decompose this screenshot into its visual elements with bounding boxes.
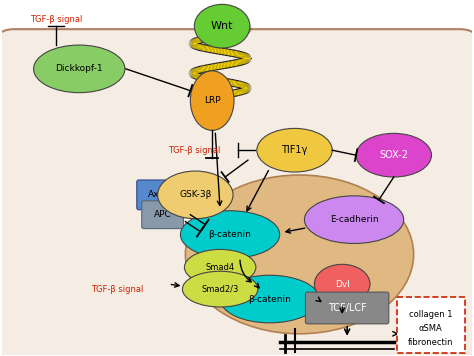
Text: TGF-β signal: TGF-β signal [30,15,82,24]
Text: E-cadherin: E-cadherin [330,215,378,224]
Text: collagen 1: collagen 1 [409,310,452,319]
Text: TCF/LCF: TCF/LCF [328,303,366,313]
Text: GSK-3β: GSK-3β [179,190,211,199]
Text: Wnt: Wnt [211,21,233,31]
Text: SOX-2: SOX-2 [379,150,408,160]
Text: fibronectin: fibronectin [408,338,453,347]
Text: Axin: Axin [148,190,168,199]
Ellipse shape [220,275,319,323]
Ellipse shape [182,271,258,307]
Ellipse shape [181,211,280,258]
Ellipse shape [191,71,234,130]
Ellipse shape [314,264,370,304]
Text: APC: APC [154,210,172,219]
Text: TGF-β signal: TGF-β signal [169,146,221,155]
Text: Smad2/3: Smad2/3 [201,285,239,294]
Text: β-catenin: β-catenin [209,230,252,239]
Ellipse shape [34,45,125,93]
Ellipse shape [356,134,431,177]
Text: TIF1γ: TIF1γ [282,145,308,155]
FancyBboxPatch shape [142,201,183,229]
Text: Dvl: Dvl [335,280,350,289]
Text: Smad4: Smad4 [206,263,235,272]
Ellipse shape [185,175,414,334]
Ellipse shape [184,250,256,285]
Ellipse shape [257,129,332,172]
Text: β-catenin: β-catenin [248,294,291,304]
Text: Dickkopf-1: Dickkopf-1 [55,64,103,73]
Text: TGF-β signal: TGF-β signal [91,285,144,294]
FancyBboxPatch shape [137,180,178,210]
Ellipse shape [304,196,404,244]
FancyBboxPatch shape [305,292,389,324]
Ellipse shape [194,4,250,48]
Text: αSMA: αSMA [419,324,442,333]
Text: LRP: LRP [204,96,220,105]
FancyBboxPatch shape [0,29,474,356]
FancyBboxPatch shape [397,297,465,353]
Ellipse shape [158,171,233,219]
